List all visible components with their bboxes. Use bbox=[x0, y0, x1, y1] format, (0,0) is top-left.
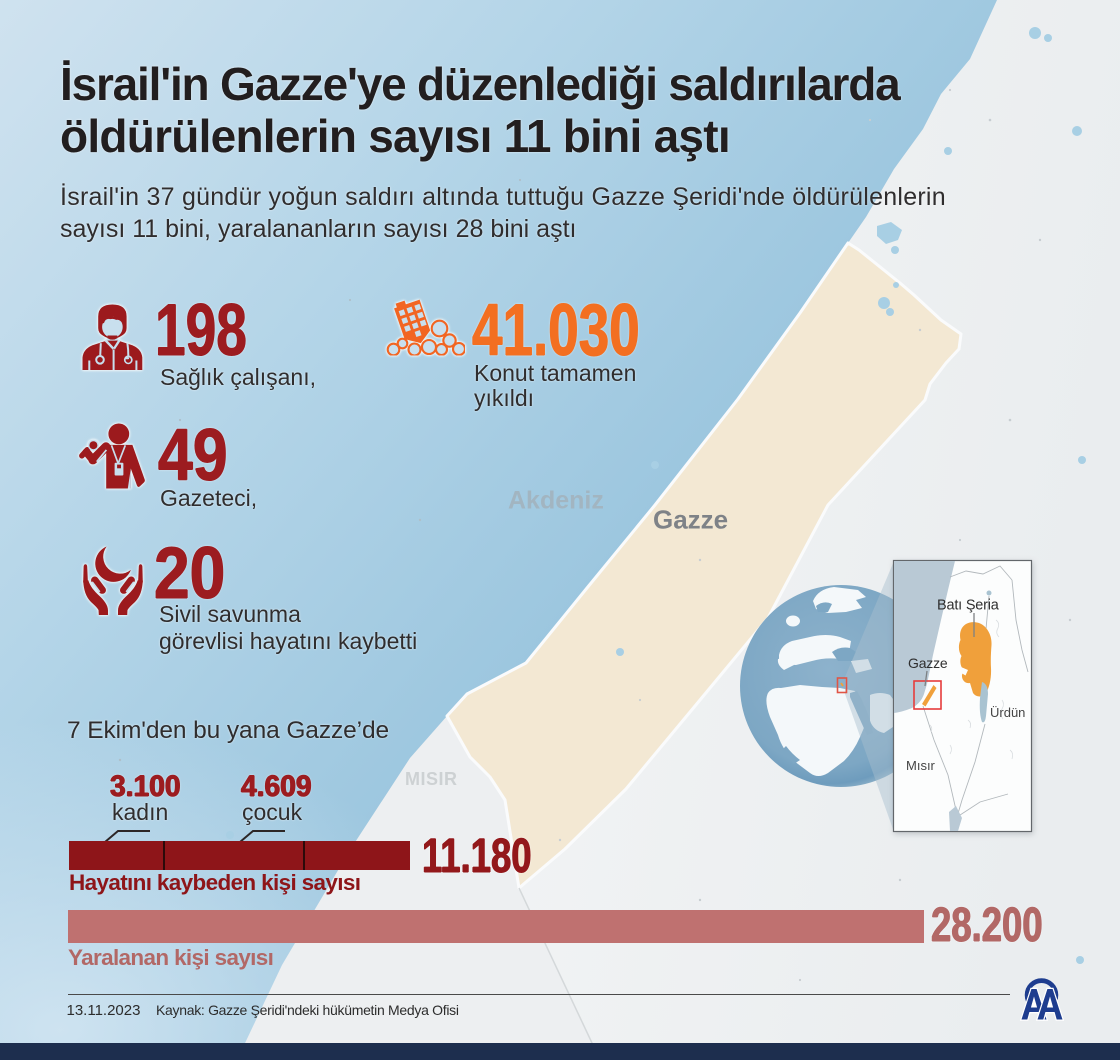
svg-text:Akdeniz: Akdeniz bbox=[508, 487, 604, 515]
svg-text:Mısır: Mısır bbox=[906, 758, 936, 773]
svg-text:Gazze: Gazze bbox=[653, 505, 728, 535]
svg-text:Batı Şeria: Batı Şeria bbox=[937, 598, 1000, 614]
svg-text:Gazze: Gazze bbox=[908, 655, 948, 671]
svg-text:MISIR: MISIR bbox=[405, 769, 458, 789]
svg-text:Ürdün: Ürdün bbox=[990, 705, 1025, 720]
